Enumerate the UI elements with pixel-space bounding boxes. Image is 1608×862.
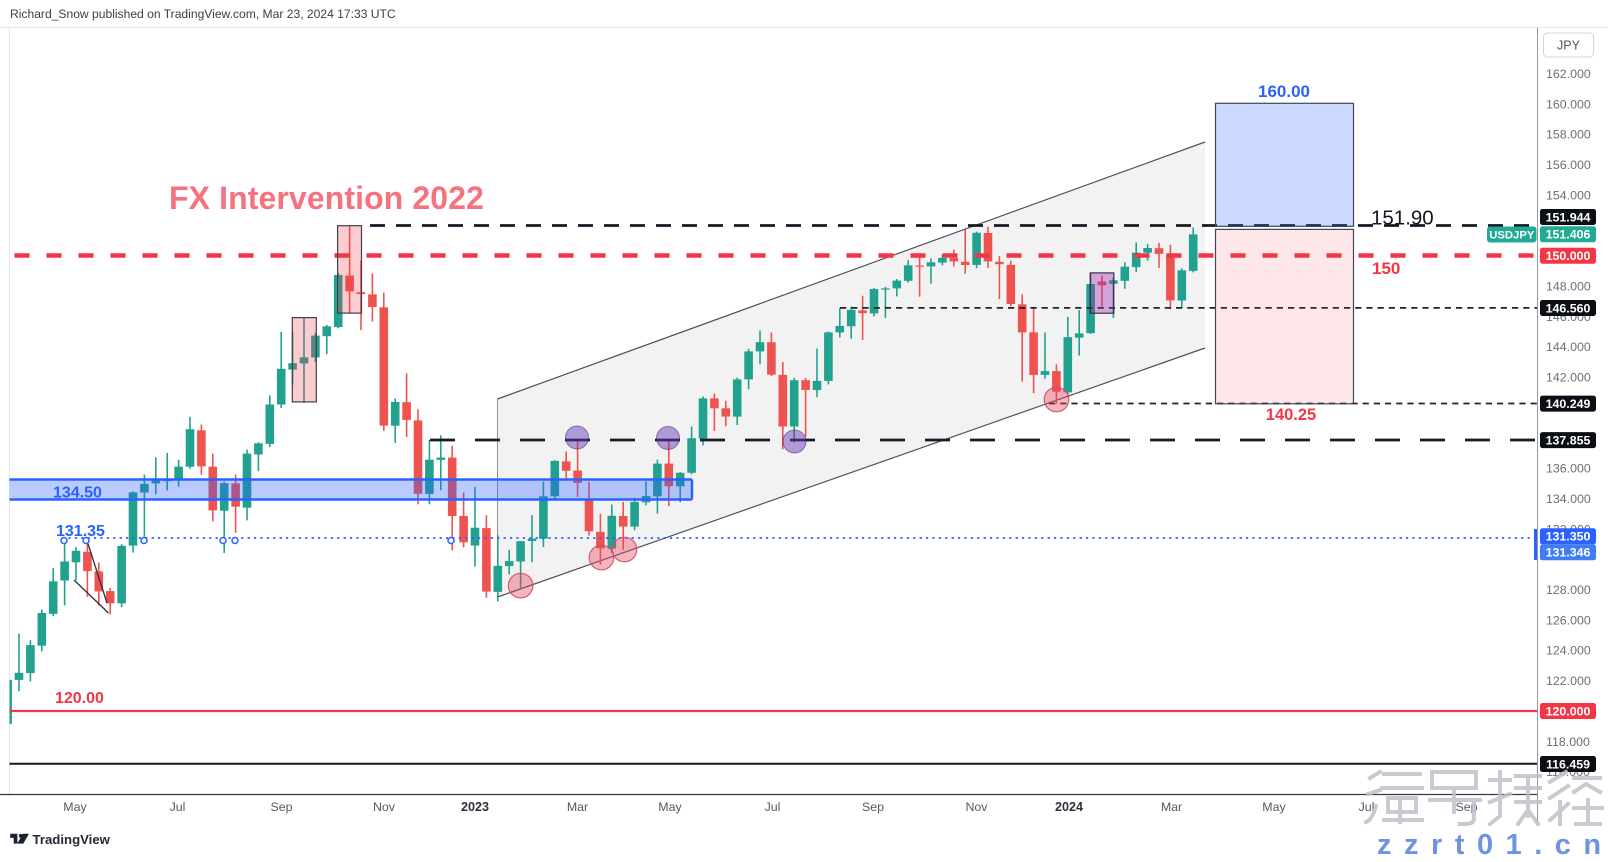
svg-text:JPY: JPY: [1557, 39, 1581, 53]
svg-text:May: May: [1262, 800, 1286, 814]
svg-text:151.90: 151.90: [1371, 207, 1434, 230]
svg-text:Sep: Sep: [270, 800, 292, 814]
svg-text:160.00: 160.00: [1258, 82, 1310, 101]
svg-text:Sep: Sep: [862, 800, 884, 814]
svg-text:150.000: 150.000: [1546, 249, 1591, 263]
svg-text:158.000: 158.000: [1546, 128, 1591, 142]
svg-text:162.000: 162.000: [1546, 67, 1591, 81]
svg-text:FX Intervention 2022: FX Intervention 2022: [169, 180, 484, 216]
svg-text:TradingView: TradingView: [33, 832, 111, 847]
svg-text:2023: 2023: [461, 800, 489, 814]
svg-text:136.000: 136.000: [1546, 462, 1591, 476]
svg-text:131.35: 131.35: [56, 523, 105, 540]
svg-text:May: May: [658, 800, 682, 814]
svg-text:131.350: 131.350: [1546, 530, 1591, 544]
svg-text:Mar: Mar: [567, 800, 588, 814]
svg-text:150: 150: [1372, 259, 1400, 278]
svg-text:122.000: 122.000: [1546, 674, 1591, 688]
svg-text:Jul: Jul: [170, 800, 186, 814]
svg-text:Nov: Nov: [965, 800, 988, 814]
svg-text:Jul: Jul: [765, 800, 781, 814]
svg-text:151.944: 151.944: [1546, 210, 1591, 224]
svg-text:126.000: 126.000: [1546, 613, 1591, 627]
svg-text:Jul: Jul: [1359, 800, 1375, 814]
svg-text:zzrt01.cn: zzrt01.cn: [1377, 829, 1608, 857]
svg-text:137.855: 137.855: [1546, 434, 1591, 448]
svg-text:124.000: 124.000: [1546, 644, 1591, 658]
svg-text:151.406: 151.406: [1546, 228, 1591, 242]
svg-text:144.000: 144.000: [1546, 340, 1591, 354]
svg-text:134.000: 134.000: [1546, 492, 1591, 506]
svg-text:Nov: Nov: [373, 800, 396, 814]
svg-text:154.000: 154.000: [1546, 189, 1591, 203]
svg-text:116.459: 116.459: [1546, 757, 1590, 771]
svg-text:118.000: 118.000: [1546, 735, 1590, 749]
svg-text:140.249: 140.249: [1546, 397, 1591, 411]
svg-text:142.000: 142.000: [1546, 371, 1591, 385]
svg-text:USDJPY: USDJPY: [1489, 230, 1535, 242]
svg-text:146.560: 146.560: [1546, 301, 1591, 315]
svg-text:Richard_Snow published on Trad: Richard_Snow published on TradingView.co…: [10, 7, 396, 21]
svg-text:Mar: Mar: [1161, 800, 1182, 814]
svg-text:156.000: 156.000: [1546, 158, 1591, 172]
svg-text:140.25: 140.25: [1266, 406, 1316, 424]
svg-text:148.000: 148.000: [1546, 280, 1591, 294]
svg-text:160.000: 160.000: [1546, 97, 1591, 111]
svg-text:134.50: 134.50: [53, 485, 102, 502]
svg-text:131.346: 131.346: [1546, 546, 1591, 560]
svg-text:128.000: 128.000: [1546, 583, 1591, 597]
svg-text:120.000: 120.000: [1546, 704, 1591, 718]
svg-text:May: May: [63, 800, 87, 814]
svg-text:2024: 2024: [1055, 800, 1083, 814]
svg-text:120.00: 120.00: [55, 690, 104, 707]
